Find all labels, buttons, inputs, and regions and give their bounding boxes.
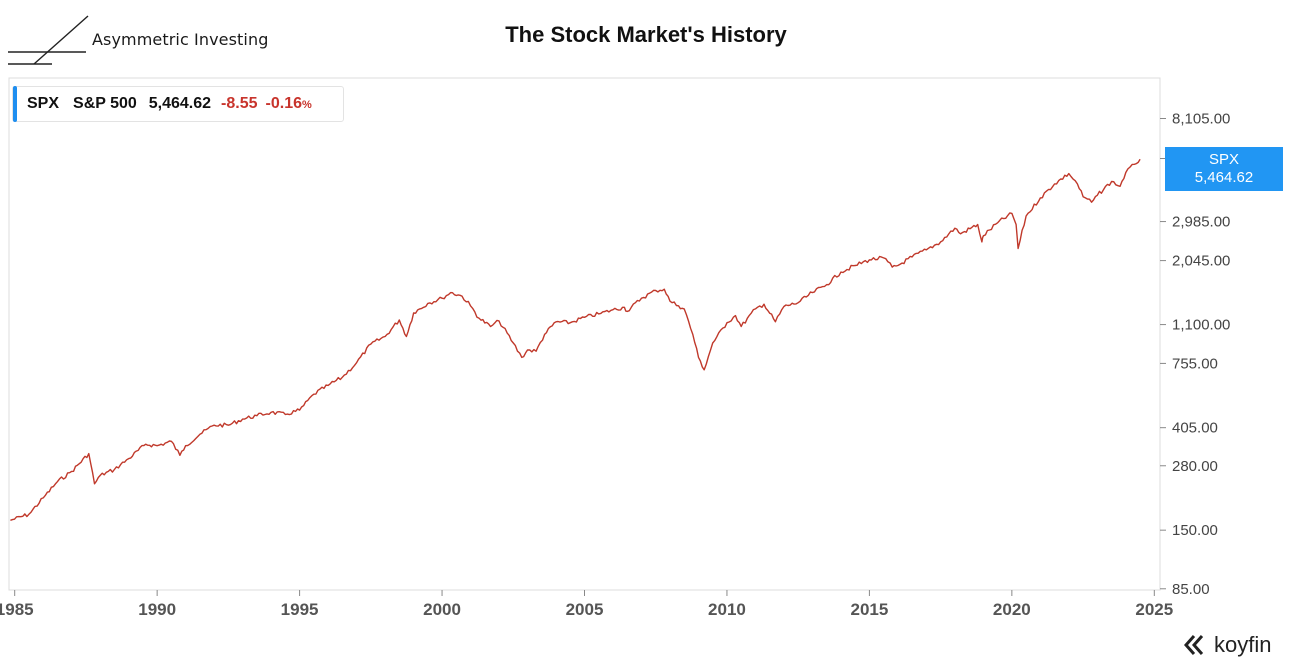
- koyfin-mark-icon: [1184, 635, 1204, 655]
- price-tag: SPX 5,464.62: [1165, 147, 1283, 191]
- legend-name: S&P 500: [73, 95, 137, 112]
- legend-color-bar: [13, 86, 17, 122]
- y-tick-label: 8,105.00: [1172, 110, 1230, 127]
- series-line-spx[interactable]: [10, 158, 1141, 521]
- x-tick-label: 1990: [138, 600, 176, 619]
- price-tag-symbol: SPX: [1208, 151, 1239, 168]
- brand-name: Asymmetric Investing: [92, 30, 269, 49]
- y-tick-label: 2,985.00: [1172, 214, 1230, 231]
- legend-change-percent: -0.16%: [266, 95, 312, 113]
- price-tag-value: 5,464.62: [1194, 169, 1254, 186]
- plot-frame: [8, 77, 1161, 591]
- y-tick-label: 755.00: [1172, 355, 1218, 372]
- y-tick-label: 1,100.00: [1172, 317, 1230, 334]
- x-tick-label: 2010: [708, 600, 746, 619]
- x-tick-label: 1995: [281, 600, 319, 619]
- koyfin-text: koyfin: [1214, 632, 1272, 657]
- legend-pct-value: -0.16: [265, 95, 302, 112]
- legend[interactable]: SPX S&P 500 5,464.62 -8.55 -0.16%: [12, 86, 344, 122]
- y-tick-label: 2,045.00: [1172, 253, 1230, 270]
- legend-pct-sign: %: [301, 99, 312, 111]
- page-title: The Stock Market's History: [505, 22, 787, 47]
- brand-logo-icon: [8, 15, 89, 65]
- y-axis: 85.00 150.00 280.00 405.00 755.00 1,100.00 2,0…: [1160, 110, 1230, 598]
- legend-symbol: SPX: [27, 95, 60, 112]
- y-tick-label: 280.00: [1172, 458, 1218, 475]
- legend-change: -8.55: [221, 95, 258, 112]
- brand: Asymmetric Investing: [8, 14, 308, 66]
- x-tick-label: 2005: [566, 600, 604, 619]
- x-tick-label: 2025: [1135, 600, 1173, 619]
- x-tick-label: 1985: [0, 600, 34, 619]
- x-axis: 1985 1990 1995 2000 2005 2010 2015 2020 2025: [0, 590, 1173, 619]
- y-tick-label: 405.00: [1172, 420, 1218, 437]
- x-tick-label: 2000: [423, 600, 461, 619]
- legend-last-price: 5,464.62: [148, 95, 212, 112]
- x-tick-label: 2015: [850, 600, 888, 619]
- y-tick-label: 150.00: [1172, 522, 1218, 539]
- koyfin-logo: koyfin: [1184, 632, 1271, 658]
- x-tick-label: 2020: [993, 600, 1031, 619]
- y-tick-label: 85.00: [1172, 581, 1210, 598]
